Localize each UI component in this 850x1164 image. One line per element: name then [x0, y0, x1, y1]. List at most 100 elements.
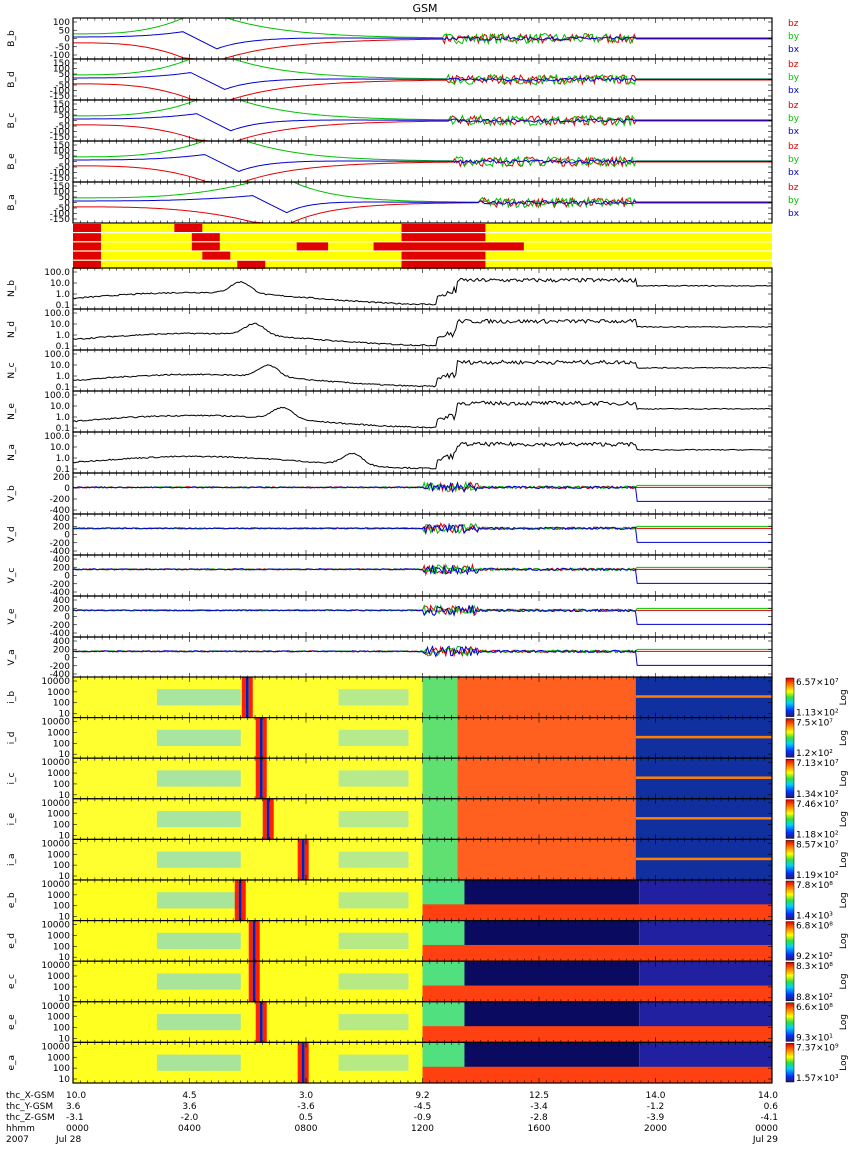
colorbar-scale-label: Log: [839, 770, 849, 786]
flag-segment: [174, 224, 203, 232]
colorbar: [785, 758, 795, 799]
n-ytick-label: 1.0: [56, 290, 71, 300]
crossing-band: [245, 677, 249, 718]
spec-ytick-label: 100: [53, 699, 70, 709]
v-ytick-label: -400: [50, 629, 71, 639]
b-ytick-label: -50: [55, 81, 70, 91]
b-ytick-label: -100: [50, 210, 71, 220]
panel-label: e_d: [7, 933, 17, 949]
colorbar-scale-label: Log: [839, 852, 849, 868]
spectrogram-band: [156, 973, 241, 990]
panel-label: N_b: [7, 280, 17, 297]
spec-ytick-label: 10: [59, 710, 71, 720]
crossing-band: [248, 961, 253, 1002]
v-ytick-label: -200: [50, 580, 71, 590]
b-traces: [73, 182, 772, 223]
spectrogram-band: [635, 735, 772, 739]
spectrogram-band: [457, 677, 636, 718]
spectrogram-band: [635, 695, 772, 698]
v-ytick-label: 200: [53, 522, 70, 532]
v-ytick-label: -400: [50, 547, 71, 557]
v-panel-frame: [72, 636, 773, 679]
n-ytick-label: 10.0: [50, 361, 70, 371]
crossing-band: [262, 798, 267, 840]
panel-label: V_c: [7, 568, 17, 584]
spectrogram-band: [422, 944, 772, 962]
spec-ytick-label: 100: [53, 780, 70, 790]
spec-ytick-label: 1000: [47, 891, 70, 901]
flag-segment: [73, 242, 101, 251]
colorbar-scale-label: Log: [839, 933, 849, 949]
spectrogram-band: [338, 973, 409, 990]
v-ytick-label: -400: [50, 506, 71, 516]
legend-by-label: by: [788, 32, 800, 42]
panel-label: B_d: [7, 71, 17, 87]
n-ytick-label: 100.0: [44, 391, 70, 401]
crossing-band: [269, 798, 274, 840]
density-trace: [72, 359, 773, 388]
v-ytick-label: 0: [64, 654, 70, 664]
spec-ytick-label: 100: [53, 942, 70, 952]
colorbar-min-label: 1.2×10²: [796, 749, 833, 759]
b-ytick-label: -50: [55, 163, 70, 173]
panel-label: B_b: [7, 30, 17, 47]
b-series-#e00000: [73, 32, 772, 59]
n-ytick-label: 10.0: [50, 320, 70, 330]
crossing-band: [252, 961, 256, 1002]
spectrogram-band: [73, 798, 423, 840]
colorbar-min-label: 9.2×10²: [796, 952, 833, 962]
spec-ytick-label: 1000: [47, 728, 70, 738]
spectrogram-band: [338, 770, 409, 787]
b-ytick-label: 50: [59, 152, 71, 162]
b-ytick-label: 50: [59, 26, 71, 36]
spectrogram-band: [73, 880, 423, 921]
spectrogram-band: [156, 770, 241, 787]
legend-by-label: by: [788, 114, 800, 124]
v-ytick-label: -400: [50, 670, 71, 680]
n-ytick-label: 0.1: [56, 301, 70, 311]
colorbar-min-label: 1.19×10²: [796, 871, 839, 881]
velocity-trace: [72, 522, 772, 543]
spec-ytick-label: 100: [53, 861, 70, 871]
spec-ytick-label: 10: [59, 953, 71, 963]
spec-ytick-label: 10000: [41, 880, 70, 890]
v-ytick-label: 0: [64, 484, 70, 494]
n-ytick-label: 0.1: [56, 342, 70, 352]
spectrogram-band: [457, 717, 636, 759]
legend-bx-label: bx: [788, 209, 800, 219]
spectrogram-band: [73, 920, 423, 962]
b-ytick-label: -50: [55, 43, 70, 53]
panel-label: i_b: [7, 691, 17, 704]
spec-ytick-label: 10: [59, 872, 71, 882]
spec-ytick-label: 1000: [47, 850, 70, 860]
b-ytick-label: 100: [53, 18, 70, 28]
colorbar-scale-label: Log: [839, 689, 849, 705]
n-ytick-label: 0.1: [56, 465, 70, 475]
spectrogram-band: [156, 892, 241, 909]
spec-ytick-label: 10: [59, 791, 71, 801]
b-series-#0000d0: [73, 154, 772, 172]
crossing-band: [238, 880, 242, 921]
spec-ytick-label: 10: [59, 913, 71, 923]
b-series-#0000d0: [73, 31, 772, 50]
n-ytick-label: 1.0: [56, 331, 71, 341]
b-traces: [73, 59, 772, 100]
crossing-band: [252, 920, 256, 962]
flag-segment: [73, 260, 101, 269]
n-panel-frame: [72, 267, 773, 310]
crossing-band: [248, 677, 253, 718]
b-ytick-label: -50: [55, 204, 70, 214]
panel-label: B_a: [7, 194, 17, 210]
legend-bz-label: bz: [788, 101, 799, 111]
b-ytick-label: 50: [59, 111, 71, 121]
spectrogram-band: [422, 839, 458, 880]
spec-ytick-label: 1000: [47, 769, 70, 779]
density-trace: [72, 277, 773, 306]
b-ytick-label: -150: [50, 133, 71, 143]
b-ytick-label: -50: [55, 122, 70, 132]
spec-ytick-label: 100: [53, 739, 70, 749]
colorbar-max-label: 7.46×10⁷: [796, 800, 839, 810]
flag-segment: [237, 260, 266, 269]
spec-ytick-label: 10000: [41, 758, 70, 768]
panel-label: B_c: [7, 113, 17, 129]
